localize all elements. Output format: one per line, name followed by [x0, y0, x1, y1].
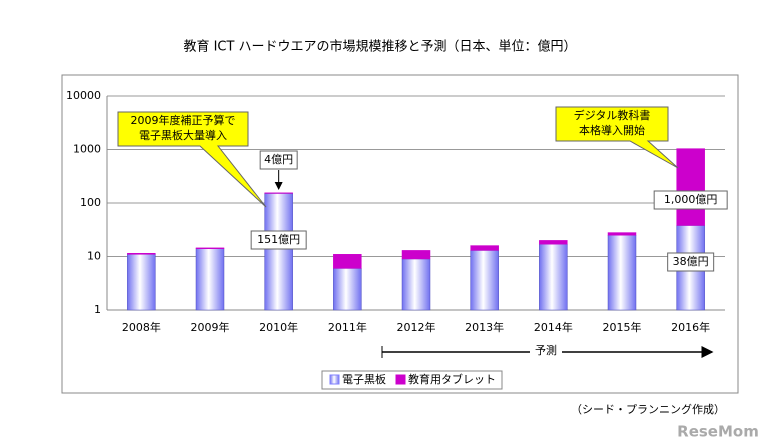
x-tick-label: 2011年	[328, 320, 367, 334]
callout	[117, 111, 267, 208]
bar-segment	[264, 193, 293, 311]
callout-text: 2009年度補正予算で	[131, 113, 236, 127]
y-tick-label: 100	[80, 196, 101, 209]
callout	[555, 106, 679, 169]
value-label: 38億円	[673, 255, 709, 268]
forecast-label: 予測	[535, 343, 557, 357]
bar-segment	[607, 232, 637, 236]
value-label-box	[653, 190, 728, 210]
bar-segment	[676, 148, 705, 226]
x-tick-label: 2008年	[122, 320, 161, 334]
y-tick-label: 10	[87, 250, 101, 263]
x-tick-label: 2009年	[191, 320, 230, 334]
bar-segment	[470, 245, 499, 251]
x-tick-label: 2014年	[534, 320, 573, 334]
value-label-box	[667, 252, 715, 272]
y-tick-label: 1	[94, 303, 101, 316]
legend-swatch	[329, 374, 340, 385]
bar-segment	[607, 234, 637, 311]
x-tick-label: 2016年	[671, 320, 710, 334]
bar-segment	[127, 254, 156, 311]
bar-segment	[195, 247, 225, 249]
value-label: 151億円	[257, 233, 300, 246]
forecast-label-bg	[530, 343, 562, 359]
bar-segment	[333, 268, 362, 311]
value-label: 4億円	[264, 153, 293, 166]
legend-swatch	[395, 374, 406, 385]
x-tick-label: 2015年	[603, 320, 642, 334]
legend-label: 電子黒板	[342, 372, 386, 386]
watermark: ReseMom	[677, 423, 759, 441]
x-tick-label: 2013年	[465, 320, 504, 334]
value-label-box	[250, 230, 307, 250]
bar-segment	[539, 243, 568, 311]
y-tick-label: 10000	[66, 89, 101, 102]
legend-frame	[321, 370, 503, 390]
source-note: （シード・プランニング作成）	[571, 402, 725, 416]
legend-label: 教育用タブレット	[408, 372, 496, 386]
bar-segment	[195, 248, 225, 311]
bar-segment	[264, 192, 293, 194]
bar-segment	[401, 250, 431, 260]
value-label: 1,000億円	[664, 193, 718, 206]
bar-segment	[333, 254, 362, 269]
bar-segment	[401, 258, 431, 311]
bar-segment	[470, 250, 499, 311]
bar-segment	[127, 253, 156, 255]
callout-text: 本格導入開始	[579, 123, 645, 137]
x-tick-label: 2012年	[397, 320, 436, 334]
chart-frame	[61, 74, 739, 394]
bar-segment	[539, 240, 568, 245]
y-tick-label: 1000	[73, 143, 101, 156]
x-tick-label: 2010年	[259, 320, 298, 334]
value-label-box	[259, 150, 298, 170]
callout-text: 電子黒板大量導入	[139, 128, 227, 142]
callout-text: デジタル教科書	[574, 108, 651, 122]
chart-title: 教育 ICT ハードウエアの市場規模推移と予測（日本、単位：億円）	[183, 39, 576, 55]
